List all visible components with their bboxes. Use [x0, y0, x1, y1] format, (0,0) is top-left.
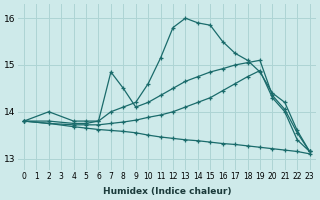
X-axis label: Humidex (Indice chaleur): Humidex (Indice chaleur)	[102, 187, 231, 196]
